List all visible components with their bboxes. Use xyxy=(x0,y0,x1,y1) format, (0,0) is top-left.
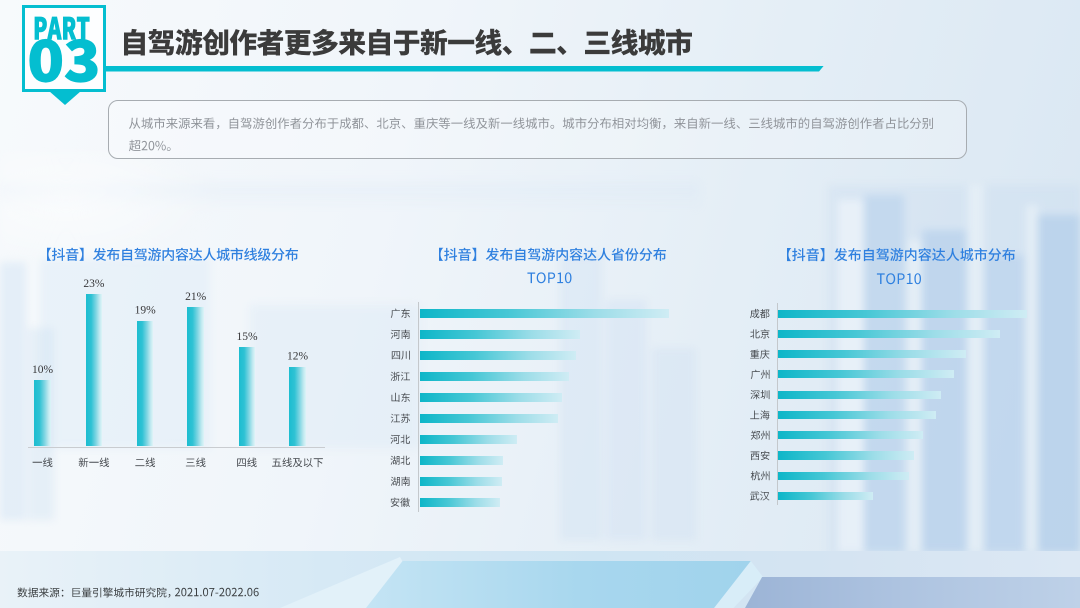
svg-text:19%: 19% xyxy=(135,304,157,316)
svg-text:23%: 23% xyxy=(83,278,105,290)
svg-text:21%: 21% xyxy=(185,291,207,303)
svg-text:10%: 10% xyxy=(32,364,54,376)
svg-text:15%: 15% xyxy=(236,331,258,343)
svg-text:12%: 12% xyxy=(287,351,309,363)
